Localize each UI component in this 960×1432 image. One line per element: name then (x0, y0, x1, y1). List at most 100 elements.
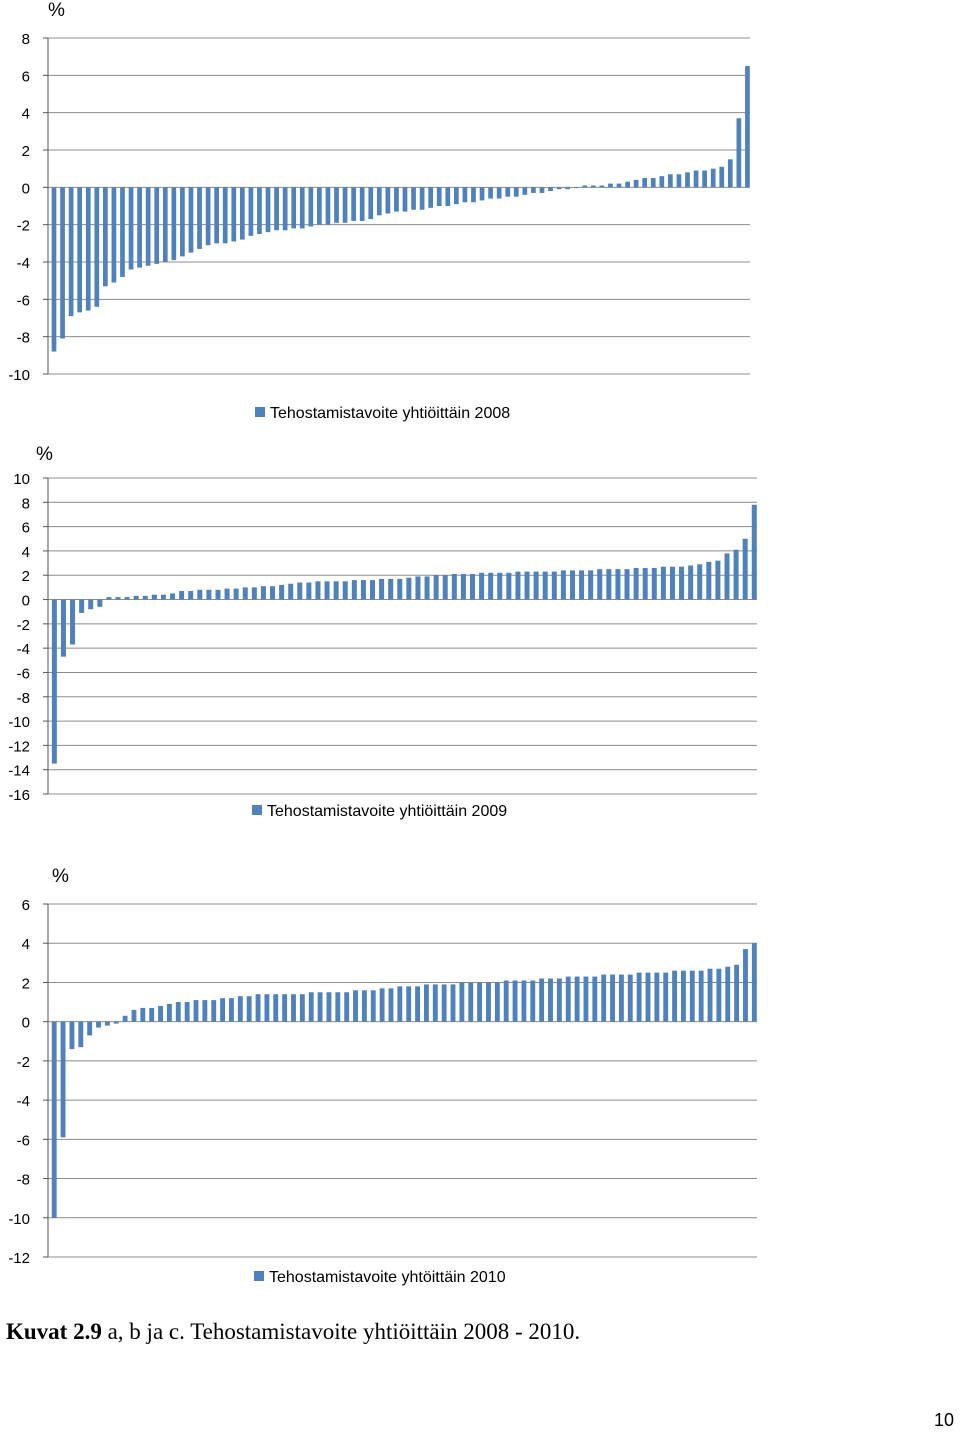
bar (111, 187, 117, 283)
bar (115, 597, 121, 600)
bar (642, 567, 648, 600)
bar (103, 187, 108, 287)
bar (315, 581, 321, 600)
bar (77, 187, 83, 313)
bar (274, 187, 279, 231)
bar (233, 588, 239, 600)
bar (698, 970, 704, 1022)
bar (406, 577, 412, 600)
bar (351, 580, 357, 600)
bar (317, 992, 323, 1022)
y-tick-label: -4 (17, 1093, 30, 1110)
y-tick-label: -6 (17, 1132, 30, 1149)
bar (388, 578, 394, 600)
bar (237, 996, 243, 1022)
bar (697, 564, 703, 600)
bar (220, 998, 226, 1022)
y-tick-label: -8 (17, 330, 30, 347)
bar (423, 984, 429, 1022)
bar (87, 1021, 93, 1036)
bar (672, 970, 678, 1022)
bar (616, 183, 622, 188)
bar (60, 1021, 66, 1138)
bar (368, 187, 374, 220)
bar (606, 569, 612, 600)
chart-2009: 10 8 6 4 2 0 -2 -4 -6 -8 -10 -12 -14 -16% Tehostamista… (0, 440, 960, 835)
y-tick-label: -6 (17, 292, 30, 309)
bar (503, 980, 509, 1022)
bar (734, 964, 740, 1022)
y-tick-label: 8 (22, 31, 30, 48)
bar (468, 982, 474, 1022)
bar (160, 594, 166, 600)
bar (133, 595, 139, 600)
chart-2010-svg: 6 4 2 0 -2 -4 -6 -8 -10 -12% Tehostamistavoite yht… (8, 866, 757, 1286)
bar (255, 994, 261, 1022)
bar (624, 569, 630, 600)
y-tick-label: -2 (17, 218, 30, 235)
y-tick-label: 6 (22, 520, 30, 537)
bar (239, 187, 245, 240)
y-tick-label: -8 (17, 690, 30, 707)
bar (264, 994, 270, 1022)
bar (137, 187, 142, 268)
bar (113, 1021, 119, 1024)
bar (654, 972, 660, 1022)
bar (548, 187, 553, 192)
bar (573, 187, 579, 189)
bar (542, 571, 548, 600)
bar (560, 570, 566, 600)
bar (188, 591, 194, 600)
bar (60, 187, 65, 339)
bar (530, 980, 536, 1022)
bar (334, 187, 339, 223)
bar (215, 589, 221, 600)
bar (353, 990, 358, 1022)
bar (385, 187, 391, 214)
bar (688, 565, 694, 600)
bar (106, 597, 112, 600)
bar (122, 1015, 128, 1022)
bar (333, 581, 339, 600)
bar (411, 187, 416, 210)
bar (479, 572, 485, 600)
caption-text: a, b ja c. Tehostamistavoite yhtiöittäin… (101, 1319, 581, 1344)
bar (94, 187, 100, 307)
y-tick-label: 4 (22, 106, 30, 123)
bar (397, 578, 403, 600)
bar (693, 170, 699, 188)
bar (257, 187, 262, 234)
bar (702, 170, 707, 188)
bar (588, 570, 594, 600)
y-tick-label: -14 (8, 763, 30, 780)
bar (97, 599, 103, 607)
bar (432, 984, 438, 1022)
bar (279, 584, 285, 600)
legend-label: Tehostamistavoite yhtöittäin 2010 (269, 1269, 506, 1286)
bar (716, 968, 722, 1022)
bar (497, 572, 503, 600)
bar (211, 1000, 217, 1022)
bar (229, 998, 234, 1022)
bar (308, 187, 314, 227)
bar (193, 1000, 199, 1022)
bar (376, 187, 382, 216)
bar (610, 974, 615, 1022)
bar (361, 990, 367, 1022)
bar (669, 566, 675, 600)
bar (162, 187, 168, 262)
y-tick-label: -12 (8, 738, 30, 755)
unit-label: % (52, 866, 69, 887)
bar (436, 187, 442, 206)
legend-swatch (255, 407, 265, 417)
bar (460, 574, 466, 600)
bar (120, 187, 125, 277)
bar (733, 549, 739, 600)
bar (205, 187, 211, 246)
y-tick-label: -12 (8, 1250, 30, 1267)
bar (359, 187, 365, 221)
bar (326, 992, 332, 1022)
bar (477, 982, 483, 1022)
bar (308, 992, 314, 1022)
bar (569, 570, 575, 600)
